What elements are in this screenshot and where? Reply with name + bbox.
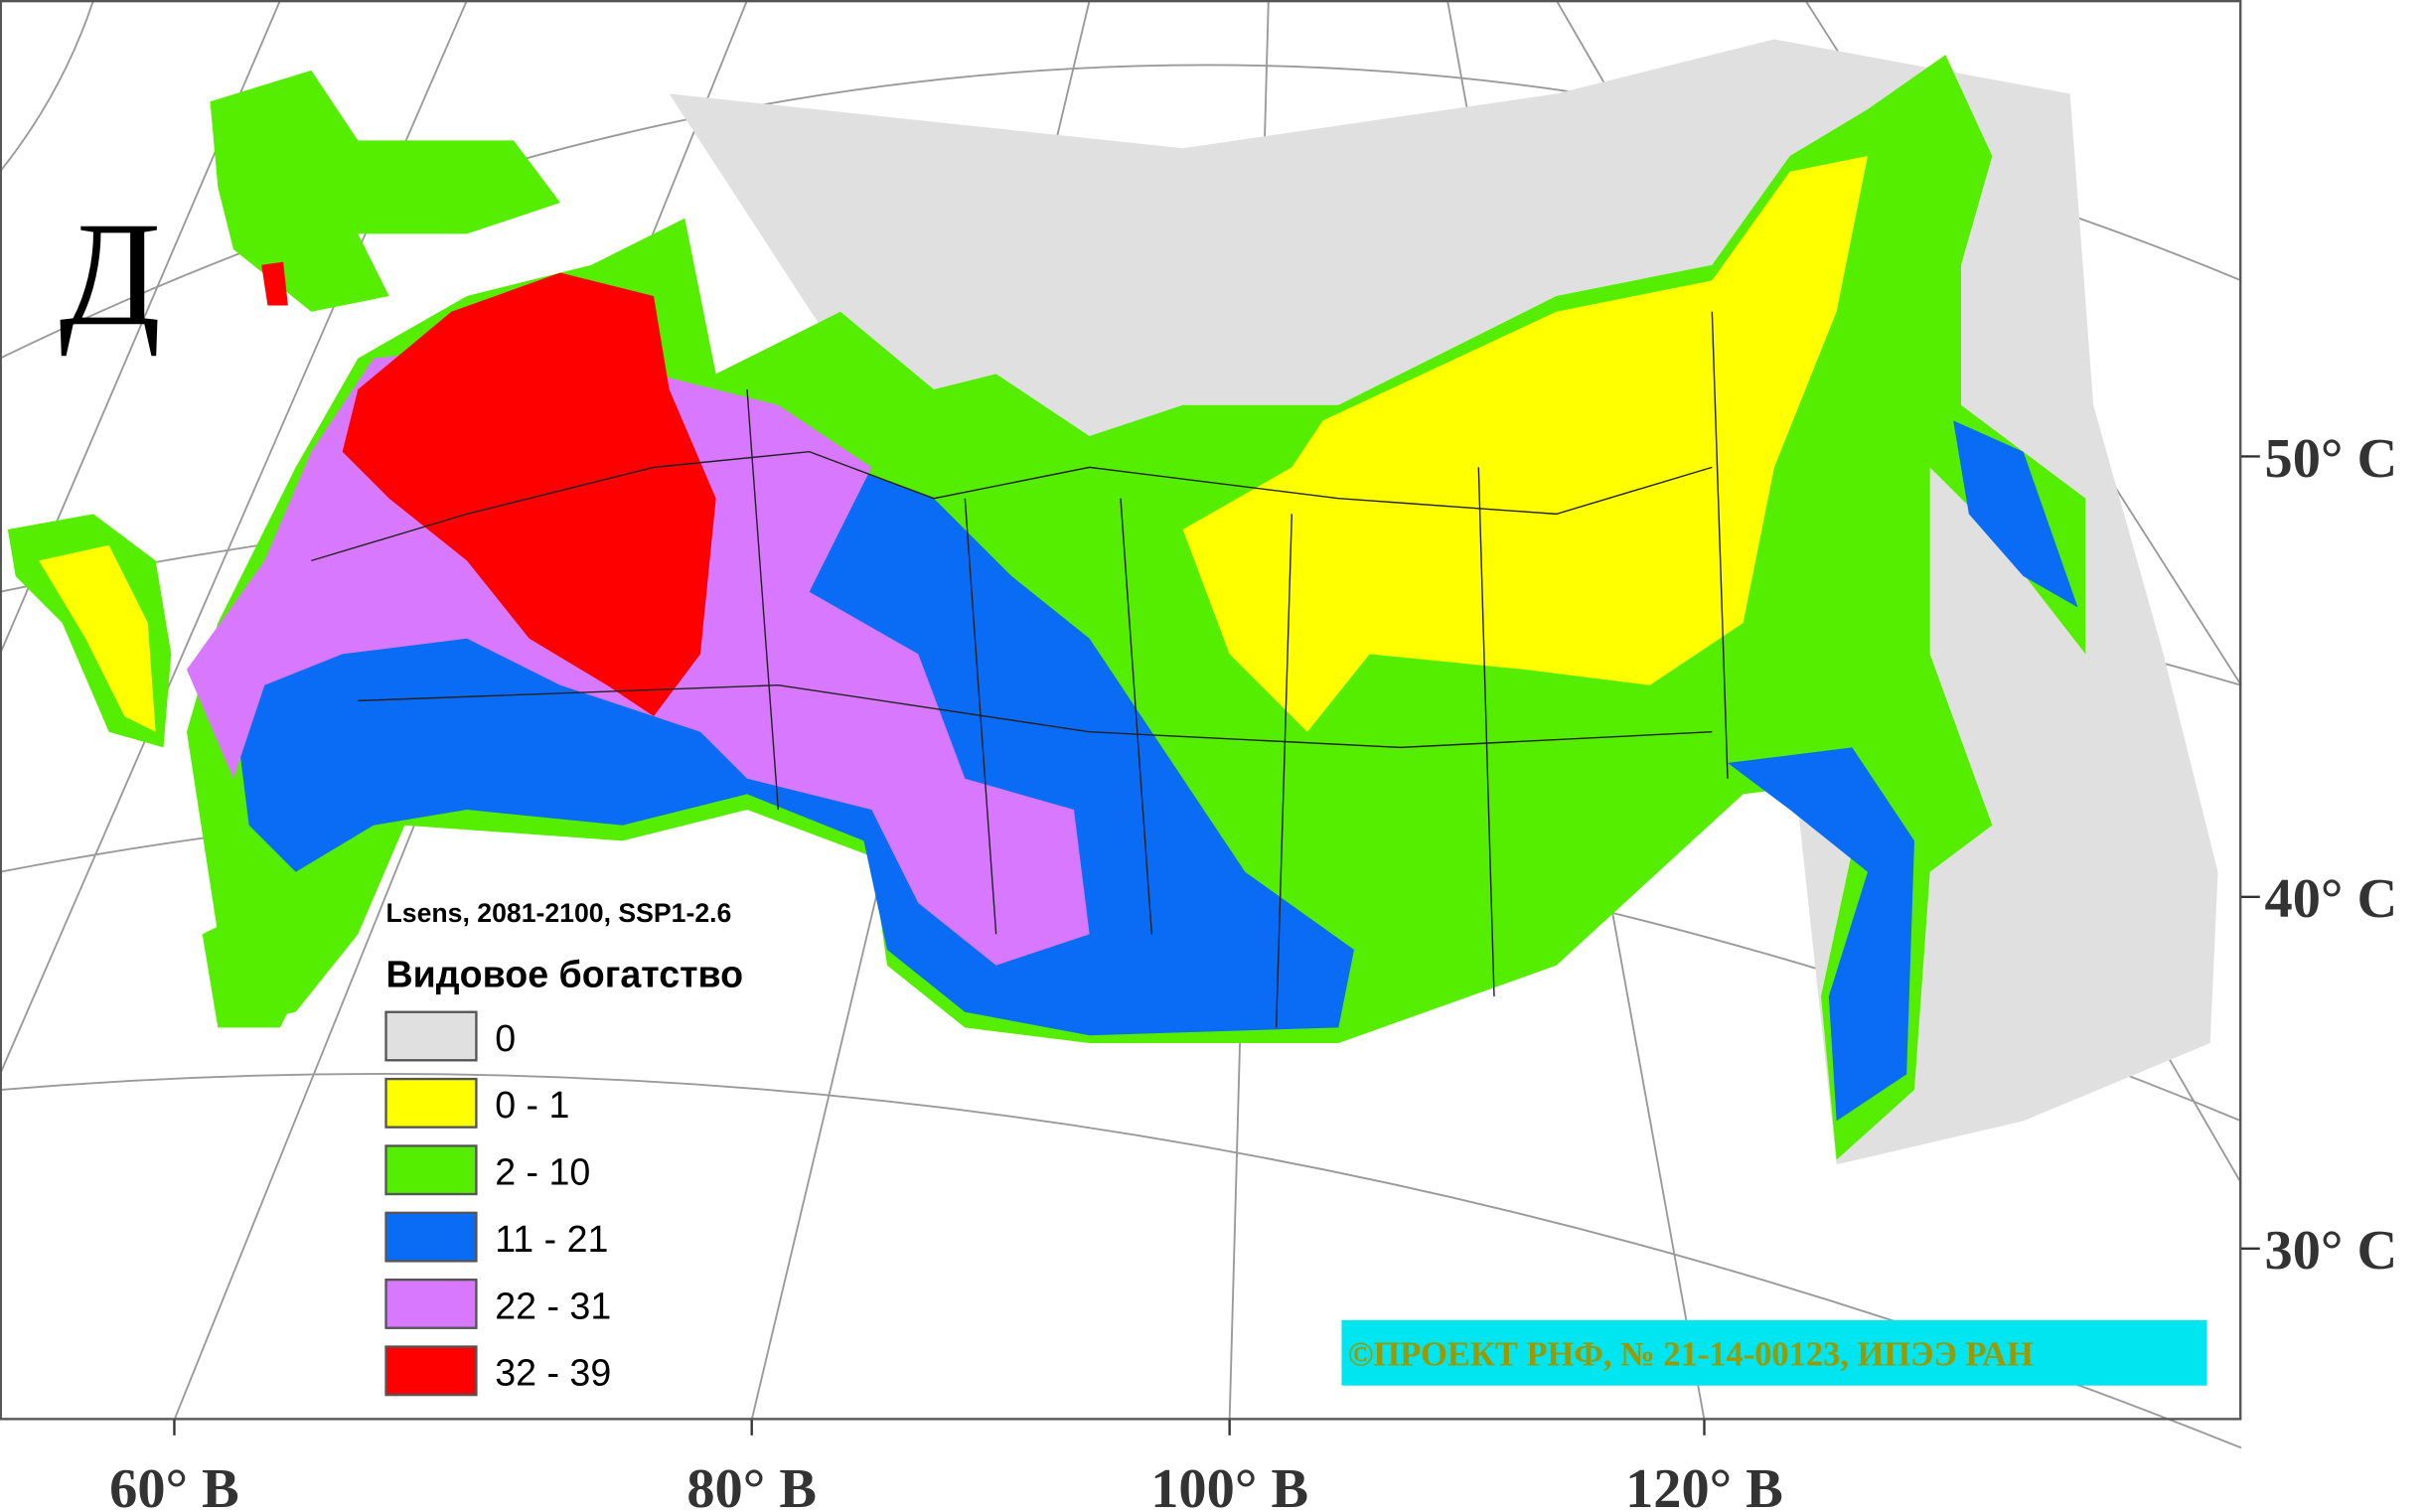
border: [746, 311, 1729, 1028]
region-0-1: [1182, 156, 1868, 732]
legend-items: 0 0 - 1 2 - 10 11 - 21 22 - 31 32 - 39: [384, 1010, 611, 1397]
parallel: [0, 0, 94, 173]
legend-swatch: [384, 1077, 478, 1129]
subtitle: Lsens, 2081-2100, SSP1-2.6: [386, 898, 732, 928]
region-2-10: [202, 903, 312, 1028]
region-11-21: [1953, 420, 2078, 608]
region-0-1: [39, 544, 156, 732]
richness-map: [7, 39, 2218, 1165]
region-32-39: [261, 261, 288, 306]
longitude-label: 120° В: [1625, 1458, 1783, 1512]
region-11-21: [1728, 747, 1914, 1122]
credit: ©ПРОЕКТ РНФ, № 21-14-00123, ИПЭЭ РАН: [1348, 1335, 2034, 1373]
panel-letter: Д: [60, 191, 162, 357]
legend-label: 2 - 10: [495, 1151, 590, 1193]
legend-swatch: [384, 1010, 478, 1062]
ticks: [173, 455, 2260, 1436]
legend-label: 11 - 21: [495, 1218, 608, 1260]
longitude-label: 100° В: [1150, 1458, 1308, 1512]
longitude-label: 80° В: [686, 1458, 817, 1512]
longitude-label: 60° В: [109, 1458, 239, 1512]
legend: Lsens, 2081-2100, SSP1-2.6 Видовое богат…: [384, 898, 744, 1397]
region-borders: [311, 311, 1729, 1028]
legend-label: 32 - 39: [495, 1352, 611, 1394]
legend-swatch: [384, 1211, 478, 1263]
legend-label: 22 - 31: [495, 1285, 611, 1326]
border: [358, 684, 1713, 749]
region-32-39: [342, 272, 716, 717]
latitude-label: 50° С: [2265, 428, 2398, 490]
latitude-label: 40° С: [2265, 868, 2398, 930]
border: [311, 450, 1713, 562]
legend-swatch: [384, 1144, 478, 1196]
legend-swatch: [384, 1279, 478, 1329]
credit-box: [1341, 1319, 2207, 1386]
latitude-label: 30° С: [2265, 1220, 2398, 1282]
legend-label: 0: [495, 1017, 516, 1059]
region-2-10: [210, 70, 560, 312]
legend-title: Видовое богатство: [386, 954, 744, 995]
legend-label: 0 - 1: [495, 1084, 569, 1126]
legend-swatch: [384, 1345, 478, 1397]
map-frame: [0, 0, 2242, 1421]
